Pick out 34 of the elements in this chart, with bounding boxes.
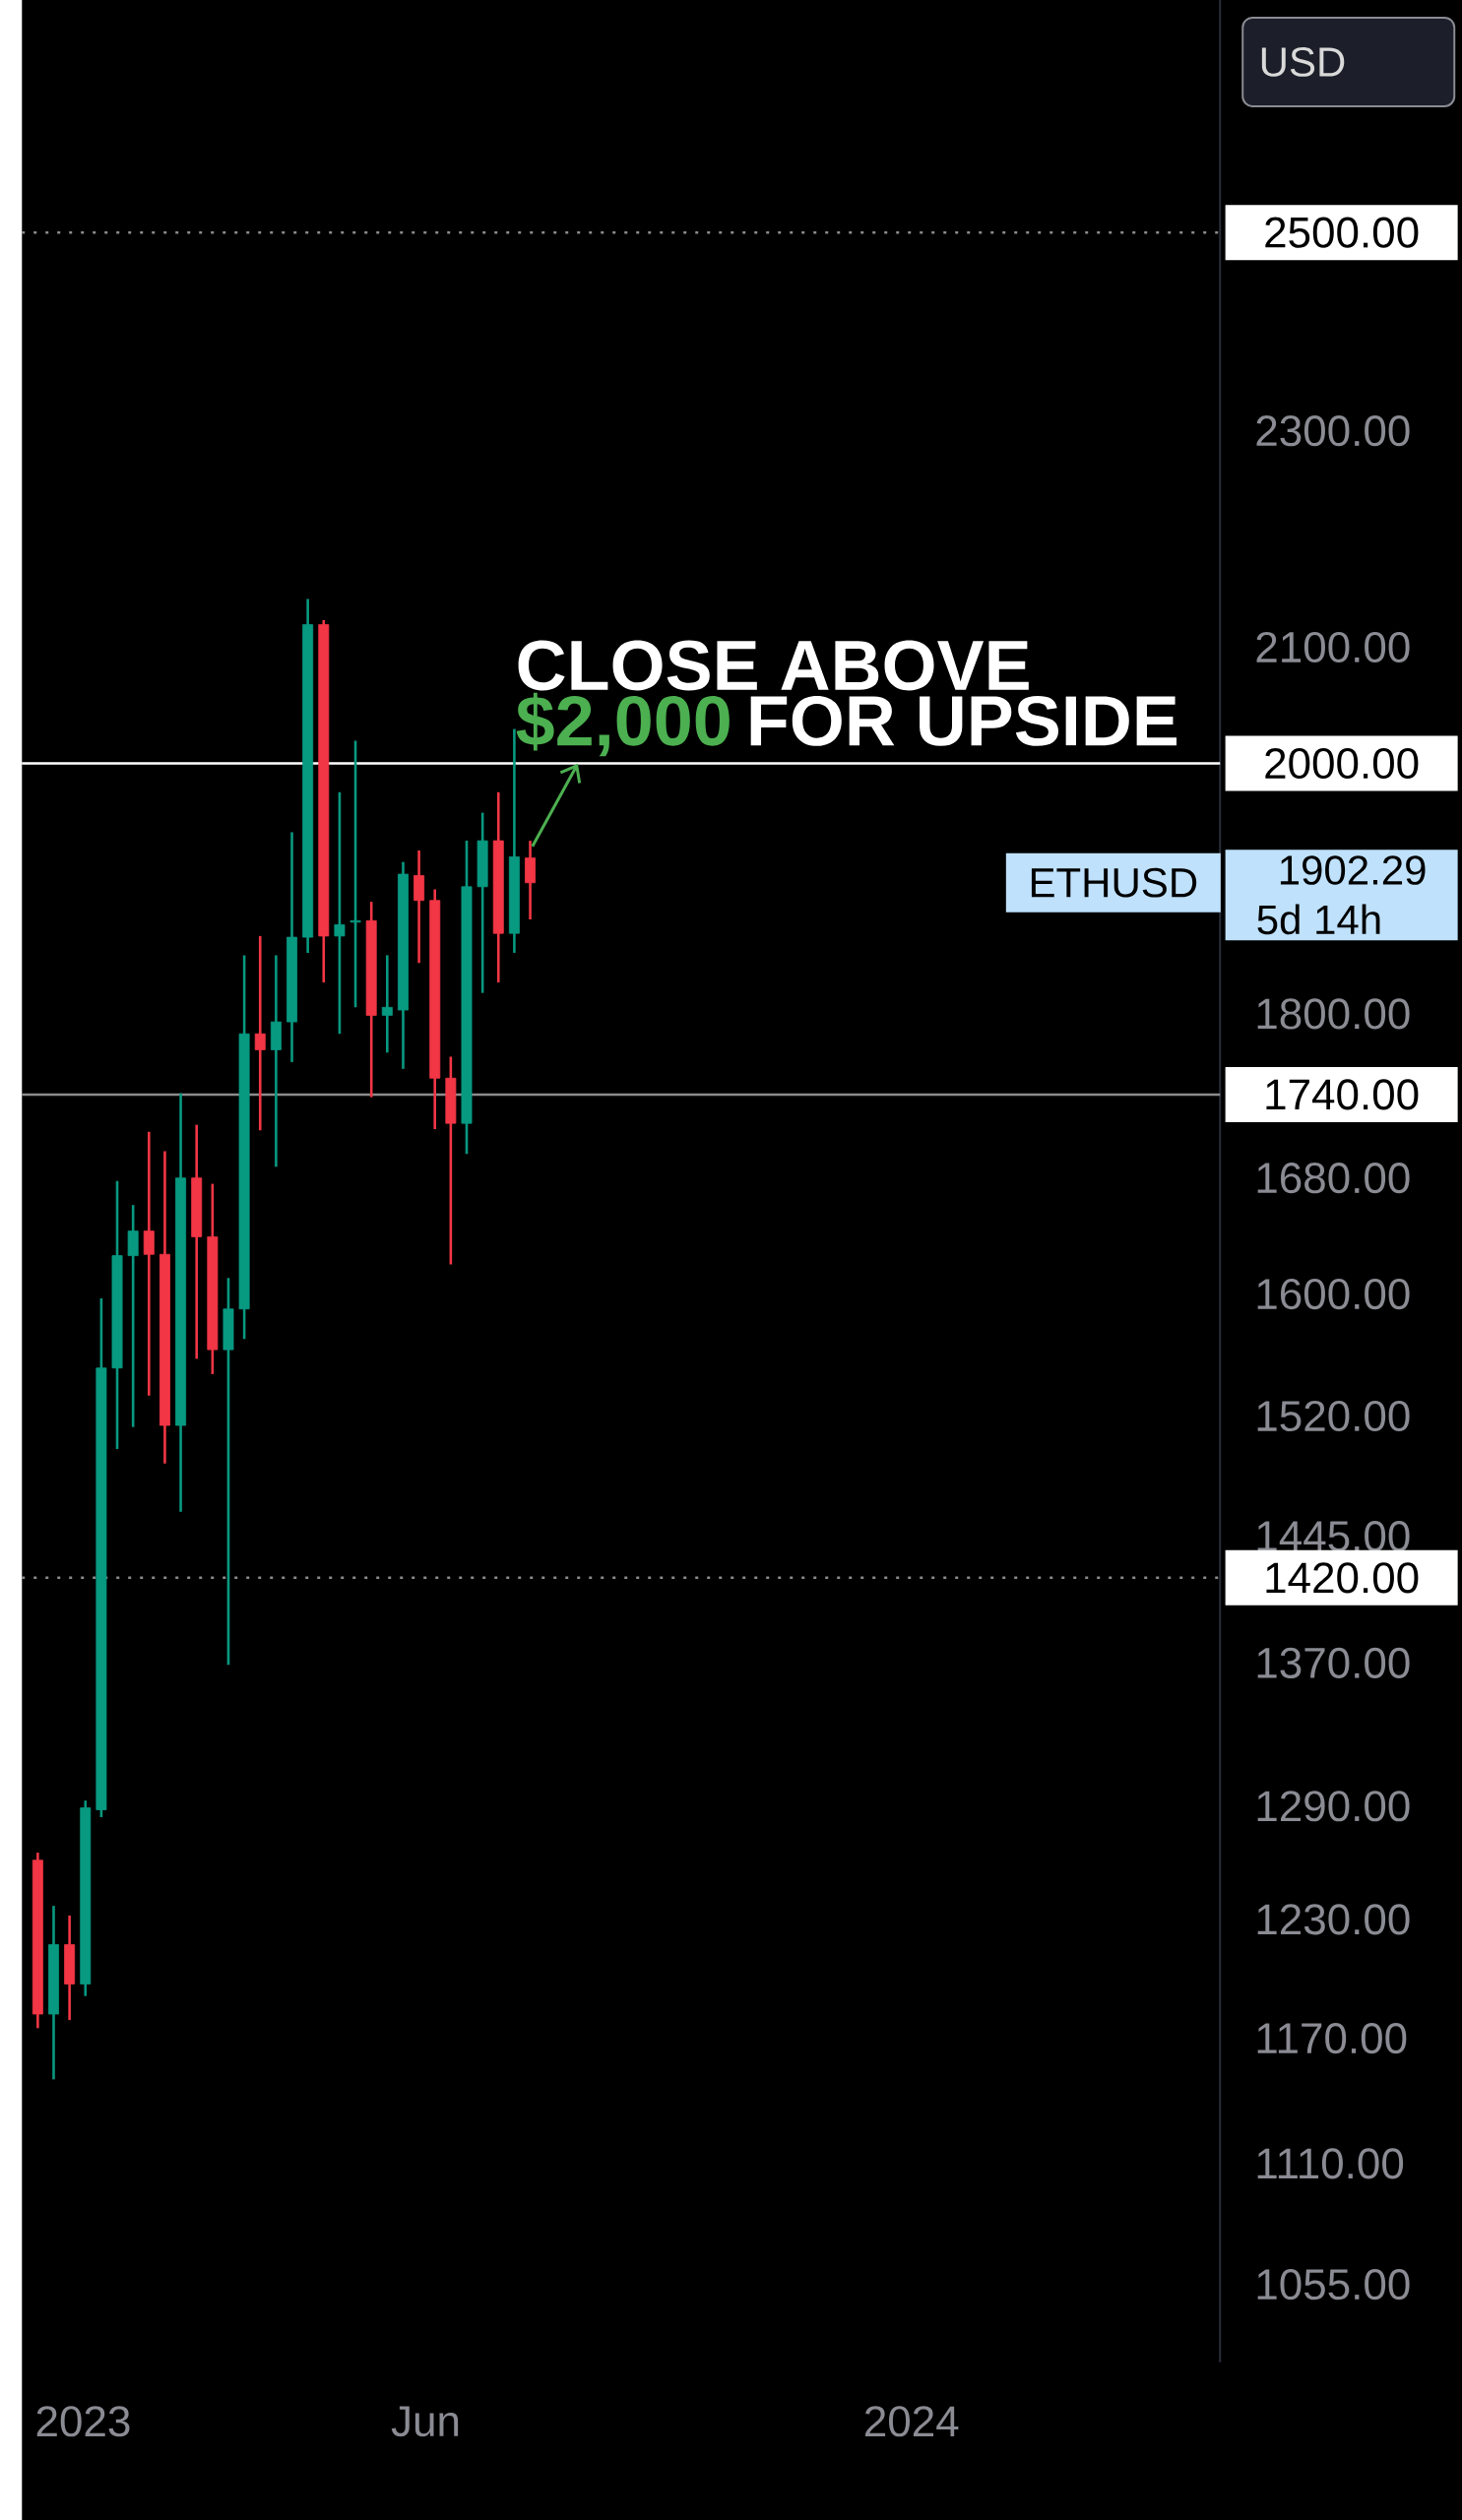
y-tick-label: 1800.00 <box>1257 998 1410 1030</box>
text: 1902.29 <box>1280 855 1426 885</box>
y-tick-label: 1370.00 <box>1257 1647 1410 1678</box>
y-tick-label: 2100.00 <box>1256 631 1410 663</box>
x-tick-label: Jun <box>391 2406 458 2437</box>
annotation: $2,000 <box>516 692 730 757</box>
annotation: CLOSE ABOVE <box>518 640 1029 691</box>
ref-line-label: 2500.00 <box>1265 217 1419 248</box>
annotation: ETHUSD <box>1031 867 1197 898</box>
ref-line-label: 1420.00 <box>1266 1562 1419 1594</box>
candlestick <box>127 1203 139 1428</box>
y-tick-label: 1680.00 <box>1257 1163 1410 1194</box>
x-tick-label: 2023 <box>36 2406 130 2437</box>
candlestick <box>254 934 266 1132</box>
candlestick <box>334 790 346 1036</box>
candlestick <box>381 954 393 1054</box>
y-tick-label: 1170.00 <box>1257 2023 1407 2054</box>
annotation: FOR UPSIDE <box>750 695 1176 746</box>
ref-line-label: 1740.00 <box>1266 1079 1419 1110</box>
text: 5d 14h <box>1257 904 1380 935</box>
candlestick <box>143 1130 155 1398</box>
y-tick-label: 1290.00 <box>1257 1791 1410 1822</box>
y-tick-label: 1110.00 <box>1257 2148 1403 2179</box>
x-tick-label: 2024 <box>864 2406 959 2437</box>
y-tick-label: 1230.00 <box>1257 1904 1410 1935</box>
y-tick-label: 1055.00 <box>1257 2269 1410 2300</box>
y-tick-label: 1600.00 <box>1257 1278 1410 1310</box>
candlestick <box>350 739 361 1009</box>
text: USD <box>1261 47 1345 77</box>
ref-line-label: 2000.00 <box>1265 747 1419 780</box>
candlestick <box>222 1276 234 1667</box>
y-tick-label: 1445.00 <box>1257 1521 1410 1552</box>
y-tick-label: 2300.00 <box>1256 415 1410 447</box>
y-tick-label: 1520.00 <box>1257 1400 1410 1432</box>
